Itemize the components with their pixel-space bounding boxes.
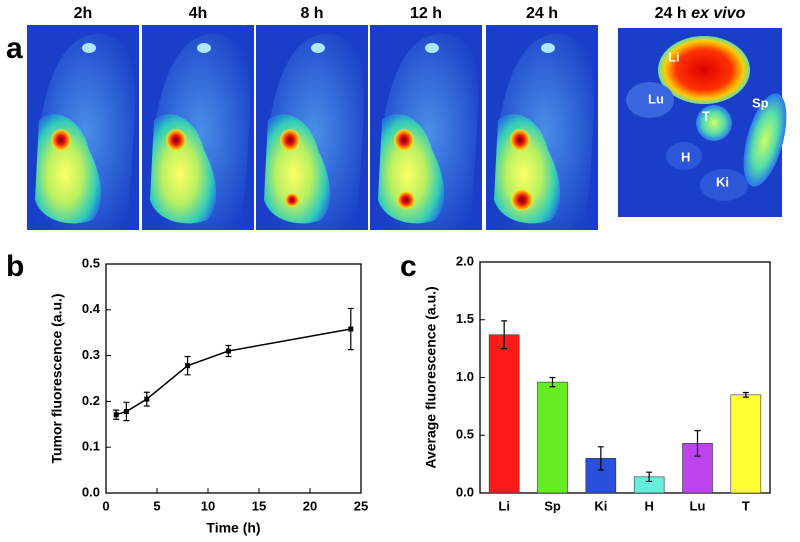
x-tick-label: 0 [102,498,109,513]
x-tick-label: 10 [201,498,215,513]
tumor-spot [397,191,415,209]
plot-frame [479,261,771,494]
organ-shape [658,36,750,104]
panel-label: c [400,250,417,283]
organ-shape [743,93,787,187]
time-label: 8 h [300,5,323,22]
error-bar [597,446,604,471]
ear [425,43,439,53]
bar [488,334,520,494]
x-tick-label: Ki [594,498,607,513]
time-label: 12 h [410,5,442,22]
error-bar [694,430,701,457]
organ-label: Sp [752,95,769,110]
data-point [144,396,150,402]
y-tick-label: 1.5 [456,311,474,326]
y-tick-label: 0.4 [82,301,101,316]
organ-shape [626,82,674,118]
y-axis-label: Average fluorescence (a.u.) [423,286,439,468]
y-tick-label: 2.0 [456,253,474,268]
organ-label: Li [668,49,680,64]
y-tick-label: 0.0 [82,484,100,499]
hotspot [166,129,186,151]
time-label: 24 h [526,5,558,22]
organ-label: Ki [716,174,729,189]
error-bar [742,391,749,398]
x-tick-label: H [644,498,653,513]
data-point [225,348,231,354]
ex-vivo-title: 24 h ex vivo [655,5,746,22]
plot-frame [105,263,362,494]
mouse-image [370,25,482,231]
ex-vivo-image: Li Lu T Sp H Ki [618,28,787,217]
x-tick-label: 5 [153,498,160,513]
organ-label: Lu [648,91,664,106]
tumor-spot [285,193,299,207]
mouse-image [27,25,139,231]
data-point [185,363,191,369]
time-label: 2h [74,5,93,22]
x-tick-label: Sp [544,498,561,513]
hotspot [394,129,414,151]
error-bar [501,320,508,350]
y-tick-label: 0.5 [82,255,100,270]
x-tick-label: 15 [252,498,266,513]
x-tick-label: Li [498,498,510,513]
ear [82,43,96,53]
title-part: 24 h [655,5,687,22]
organ-shape [700,169,748,201]
panel-label: a [6,32,23,65]
mouse-image [486,25,598,231]
ear [541,43,555,53]
ear [197,43,211,53]
error-bar [549,376,556,388]
x-tick-label: T [742,498,750,513]
organ-label: H [681,149,690,164]
organ-shape [696,105,732,141]
data-point [113,412,119,418]
title-part: ex vivo [691,5,745,22]
organ-shape [666,142,702,170]
x-tick-label: Lu [690,498,706,513]
x-axis-label: Time (h) [206,520,260,536]
data-point [348,326,354,332]
hotspot [280,129,300,151]
tumor-spot [511,189,533,211]
organ-label: T [702,108,710,123]
hotspot [51,129,71,151]
hotspot [510,129,530,151]
ear [311,43,325,53]
y-axis-label: Tumor fluorescence (a.u.) [49,293,65,463]
y-tick-label: 1.0 [456,369,474,384]
y-tick-label: 0.1 [82,439,100,454]
bar [730,394,762,494]
y-tick-label: 0.3 [82,347,100,362]
x-tick-label: 25 [354,498,368,513]
mouse-image [142,25,254,231]
y-tick-label: 0.2 [82,393,100,408]
bar [537,381,568,494]
y-tick-label: 0.0 [456,484,474,499]
error-bar [646,471,653,483]
x-tick-label: 20 [303,498,317,513]
mouse-image [256,25,368,231]
time-label: 4h [189,5,208,22]
data-point [123,408,129,414]
data-line [115,328,351,416]
y-tick-label: 0.5 [456,427,474,442]
panel-label: b [6,250,24,283]
